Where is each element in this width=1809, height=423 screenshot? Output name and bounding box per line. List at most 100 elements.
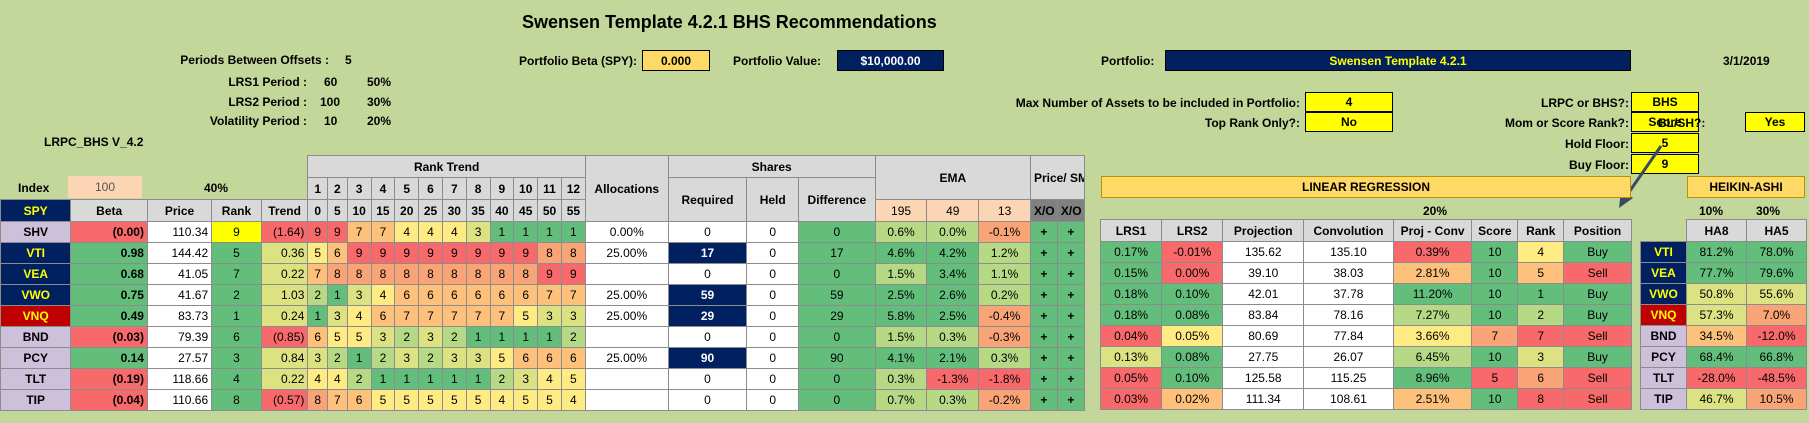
rank-trend-cell: 8 xyxy=(327,263,348,285)
proj-conv-cell: 11.20% xyxy=(1392,283,1473,305)
rank-trend-num[interactable]: 5 xyxy=(394,177,420,200)
position-cell[interactable]: Sell xyxy=(1563,367,1632,389)
ticker-cell[interactable]: VNQ xyxy=(0,305,72,327)
ticker-cell[interactable]: TLT xyxy=(0,368,72,390)
rank-trend-cell: 7 xyxy=(441,305,467,327)
spacer xyxy=(1,178,308,200)
top-rank-field[interactable]: No xyxy=(1305,112,1393,132)
rank-trend-num[interactable]: 1 xyxy=(307,177,329,200)
rank-trend-num[interactable]: 2 xyxy=(327,177,348,200)
held-cell: 0 xyxy=(746,389,800,411)
convolution-cell: 135.10 xyxy=(1303,241,1394,263)
rank-trend-cell: 8 xyxy=(465,263,491,285)
xo-cell: + xyxy=(1029,242,1058,264)
ticker-cell[interactable]: SHV xyxy=(0,221,72,243)
position-cell[interactable]: Sell xyxy=(1563,325,1632,347)
portfolio-name-field[interactable]: Swensen Template 4.2.1 xyxy=(1165,50,1631,71)
position-cell[interactable]: Sell xyxy=(1563,388,1632,410)
ticker-cell[interactable]: VTI xyxy=(0,242,72,264)
rank-trend-cell: 9 xyxy=(560,263,586,285)
mom-score-field[interactable]: Score xyxy=(1631,112,1699,132)
spy-ticker[interactable]: SPY xyxy=(0,199,72,222)
blsh-field[interactable]: Yes xyxy=(1745,112,1805,132)
ticker-cell[interactable]: TIP xyxy=(0,389,72,411)
ha-ticker-cell[interactable]: TLT xyxy=(1640,367,1687,389)
ha-ticker-cell[interactable]: VWO xyxy=(1640,283,1687,305)
ha-ticker-cell[interactable]: BND xyxy=(1640,325,1687,347)
rank-trend-cell: 5 xyxy=(513,305,539,327)
rank-trend-day: 5 xyxy=(327,199,348,222)
ticker-cell[interactable]: BND xyxy=(0,326,72,348)
periods-value: 5 xyxy=(345,53,352,67)
rank-trend-cell: 9 xyxy=(441,242,467,264)
rank-trend-cell: 1 xyxy=(537,221,562,243)
portfolio-beta-field[interactable]: 0.000 xyxy=(642,50,710,71)
ticker-cell[interactable]: VWO xyxy=(0,284,72,306)
rank-trend-cell: 1 xyxy=(394,368,420,390)
trend-cell: 0.22 xyxy=(260,263,309,285)
rank-trend-cell: 2 xyxy=(327,347,348,369)
rank-trend-cell: 3 xyxy=(370,326,396,348)
position-cell[interactable]: Buy xyxy=(1563,241,1632,263)
rank-cell: 4 xyxy=(211,368,262,390)
rank-trend-num[interactable]: 8 xyxy=(465,177,491,200)
allocations-header: Allocations xyxy=(584,155,669,222)
ema-cell: 1.5% xyxy=(874,263,928,285)
ticker-cell[interactable]: PCY xyxy=(0,347,72,369)
portfolio-value-field[interactable]: $10,000.00 xyxy=(837,50,944,71)
rank-trend-cell: 5 xyxy=(441,389,467,411)
table-row: VWO 0.75 41.67 2 1.03 2 1 3 4 6 6 6 6 6 6 7 7 25.00% 59 0 59… xyxy=(0,284,1086,306)
hold-floor-field[interactable]: 5 xyxy=(1631,133,1699,153)
buy-floor-field[interactable]: 9 xyxy=(1631,154,1699,174)
index-value[interactable]: 100 xyxy=(68,176,142,198)
ha-ticker-cell[interactable]: VNQ xyxy=(1640,304,1687,326)
ha-row: VNQ 57.3% 7.0% xyxy=(1640,304,1807,326)
difference-header: Difference xyxy=(798,177,876,222)
position-cell[interactable]: Sell xyxy=(1563,262,1632,284)
table-row: BND (0.03) 79.39 6 (0.85) 6 5 5 3 2 3 2 1 1 1 1 2 0 0 0 1.5%… xyxy=(0,326,1086,348)
rank-trend-cell: 6 xyxy=(489,284,515,306)
rank-cell: 5 xyxy=(211,242,262,264)
ha-value-cell: 66.8% xyxy=(1746,346,1807,368)
difference-cell: 0 xyxy=(798,221,876,243)
difference-cell: 17 xyxy=(798,242,876,264)
lrs1-cell: 0.15% xyxy=(1099,262,1163,284)
ticker-cell[interactable]: VEA xyxy=(0,263,72,285)
rank-trend-cell: 7 xyxy=(327,389,348,411)
rank-trend-num[interactable]: 6 xyxy=(418,177,443,200)
rank-trend-cell: 5 xyxy=(537,389,562,411)
ema-cell: 2.6% xyxy=(926,284,980,306)
lr-rank-header: Rank xyxy=(1517,219,1565,242)
rank-trend-num[interactable]: 3 xyxy=(346,177,372,200)
xo-header: X/O xyxy=(1029,199,1058,222)
ema-cell: 0.2% xyxy=(978,284,1031,306)
ha-pct-1: 10% xyxy=(1699,204,1724,218)
rank-trend-num[interactable]: 9 xyxy=(489,177,515,200)
required-header: Required xyxy=(667,177,748,222)
rank-trend-num[interactable]: 12 xyxy=(560,177,586,200)
rank-trend-cell: 9 xyxy=(346,242,372,264)
rank-trend-cell: 1 xyxy=(441,368,467,390)
shares-header: Shares xyxy=(667,155,876,178)
beta-cell: 0.75 xyxy=(70,284,148,306)
ha-ticker-cell[interactable]: PCY xyxy=(1640,346,1687,368)
proj-conv-cell: 2.81% xyxy=(1392,262,1473,284)
beta-cell: (0.04) xyxy=(70,389,148,411)
lr-row: 0.15% 0.00% 39.10 38.03 2.81% 10 5 Sell xyxy=(1099,262,1632,284)
trend-cell: 0.22 xyxy=(260,368,309,390)
rank-trend-num[interactable]: 7 xyxy=(441,177,467,200)
position-cell[interactable]: Buy xyxy=(1563,304,1632,326)
rank-trend-num[interactable]: 4 xyxy=(370,177,396,200)
rank-trend-num[interactable]: 11 xyxy=(537,177,562,200)
ha-ticker-cell[interactable]: VTI xyxy=(1640,241,1687,263)
position-cell[interactable]: Buy xyxy=(1563,283,1632,305)
lrpc-field[interactable]: BHS xyxy=(1631,92,1699,112)
xo-cell-2: + xyxy=(1056,221,1086,243)
rank-trend-num[interactable]: 10 xyxy=(513,177,539,200)
ha-ticker-cell[interactable]: VEA xyxy=(1640,262,1687,284)
max-assets-field[interactable]: 4 xyxy=(1305,92,1393,112)
lrs1-cell: 0.18% xyxy=(1099,304,1163,326)
position-cell[interactable]: Buy xyxy=(1563,346,1632,368)
ema-cell: 0.0% xyxy=(926,221,980,243)
ha-ticker-cell[interactable]: TIP xyxy=(1640,388,1687,410)
